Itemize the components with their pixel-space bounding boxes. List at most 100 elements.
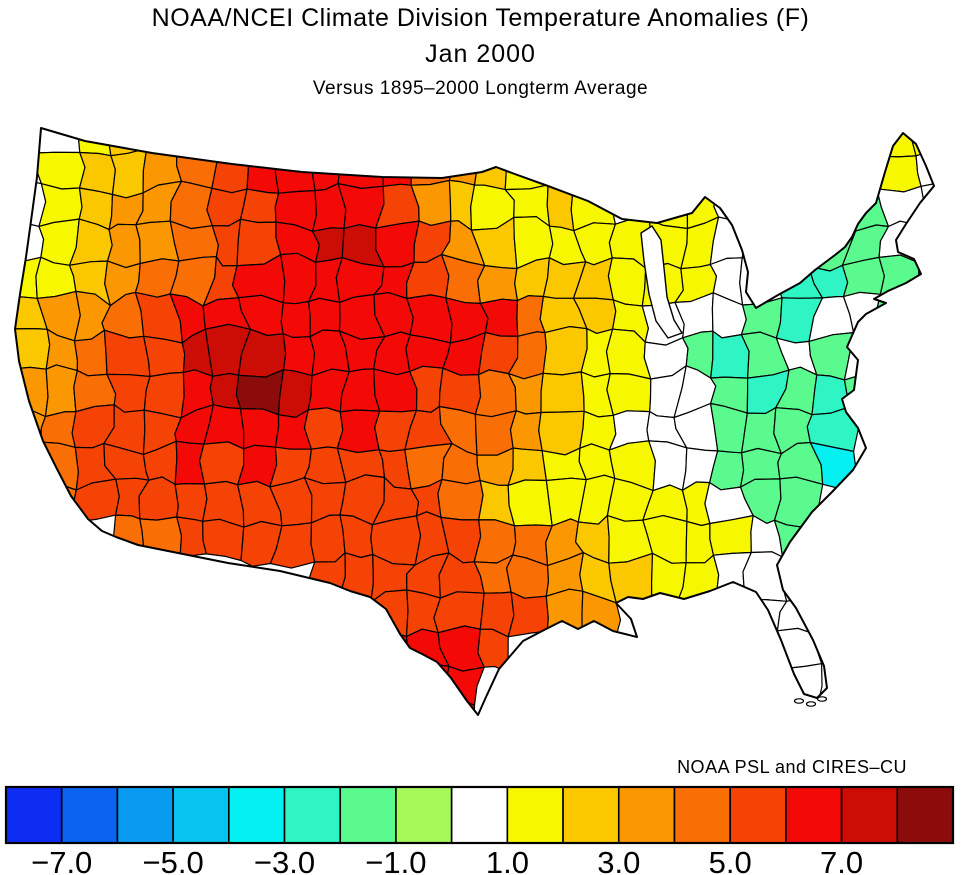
colorbar-tick-label: 7.0 — [820, 845, 863, 875]
map-division-cell — [743, 630, 782, 674]
map-division-cell — [375, 220, 420, 268]
map-division-cell — [875, 155, 922, 193]
map-division-cell — [272, 128, 319, 158]
map-division-cell — [146, 128, 180, 150]
map-division-cell — [15, 147, 43, 185]
map-division-cell — [110, 148, 148, 199]
baseline-note: Versus 1895–2000 Longterm Average — [312, 78, 649, 99]
map-division-cell — [237, 444, 278, 488]
map-division-cell — [44, 364, 78, 418]
map-division-cell — [35, 128, 81, 154]
colorbar: −7.0 −5.0 −3.0 −1.0 1.0 3.0 5.0 7.0 — [4, 785, 955, 875]
map-division-cell — [713, 179, 755, 221]
map-division-cell — [908, 128, 934, 157]
colorbar-tick-label: 3.0 — [597, 845, 640, 875]
colorbar-segment — [172, 786, 230, 844]
map-division-cell — [303, 407, 344, 450]
map-division-cell — [509, 410, 543, 452]
map-division-cell — [373, 368, 418, 413]
page-subtitle-date: Jan 2000 — [425, 40, 536, 68]
map-division-cell — [540, 371, 585, 414]
map-division-cell — [406, 128, 453, 150]
florida-keys-island — [816, 696, 828, 702]
map-division-cell — [336, 409, 381, 454]
colorbar-segment — [896, 786, 954, 844]
map-division-cell — [15, 179, 47, 227]
map-division-cell — [15, 366, 49, 418]
page-title: NOAA/NCEI Climate Division Temperature A… — [151, 4, 810, 32]
map-division-cell — [139, 516, 183, 559]
map-division-cell — [379, 147, 413, 187]
map-division-cell — [433, 591, 485, 634]
map-division-cell — [406, 144, 456, 186]
map-division-cell — [176, 516, 207, 559]
map-division-cell — [883, 128, 917, 158]
lake-michigan — [640, 225, 683, 339]
map-division-cell — [572, 151, 621, 194]
colorbar-tick-label: −7.0 — [31, 845, 92, 875]
map-division-cell — [472, 128, 520, 153]
colorbar-segment — [673, 786, 731, 844]
colorbar-tick-label: −3.0 — [254, 845, 315, 875]
colorbar-tick-label: 1.0 — [486, 845, 529, 875]
map-division-cell — [209, 128, 251, 148]
florida-keys-island — [805, 701, 817, 707]
map-division-cell — [143, 335, 186, 378]
climate-division-grid — [15, 128, 934, 715]
map-division-cell — [336, 128, 383, 150]
map-division-cell — [915, 254, 934, 307]
map-division-cell — [35, 441, 80, 491]
map-division-cell — [282, 333, 316, 377]
map-division-cell — [235, 369, 285, 416]
map-division-cell — [538, 410, 585, 456]
colorbar-segment — [729, 786, 787, 844]
title-block: NOAA/NCEI Climate Division Temperature A… — [0, 4, 961, 100]
us-border-outline — [14, 127, 935, 716]
map-division-cell — [78, 151, 117, 196]
map-division-cell — [209, 372, 242, 410]
florida-keys-island — [793, 698, 805, 704]
colorbar-segment — [228, 786, 286, 844]
map-division-cell — [773, 476, 824, 529]
map-division-cell — [779, 217, 815, 267]
map-division-cell — [280, 300, 311, 339]
map-division-cell — [38, 482, 77, 523]
map-division-cell — [606, 373, 652, 416]
map-division-cell — [15, 328, 51, 371]
map-division-cell — [337, 183, 385, 229]
colorbar-segment — [60, 786, 119, 844]
map-division-cell — [337, 143, 384, 189]
colorbar-tick-label: −1.0 — [365, 845, 426, 875]
colorbar-segment — [339, 786, 397, 844]
map-division-cell — [641, 152, 685, 191]
colorbar-segment — [562, 786, 620, 844]
colorbar-segment — [283, 786, 342, 844]
map-division-cell — [917, 182, 934, 231]
map-division-cell — [211, 143, 251, 194]
map-division-cell — [437, 478, 484, 521]
colorbar-segment — [450, 786, 509, 844]
map-division-cell — [713, 593, 754, 635]
map-division-cell — [239, 188, 280, 224]
map-division-cell — [477, 265, 519, 304]
map-division-cell — [540, 144, 578, 187]
map-division-cell — [103, 329, 151, 378]
map-division-cell — [607, 257, 647, 307]
map-division-cell — [435, 699, 483, 715]
colorbar-segment — [506, 786, 564, 844]
map-division-cell — [648, 440, 688, 492]
map-division-cell — [442, 665, 485, 706]
colorbar-segment — [116, 786, 174, 844]
map-division-cell — [76, 128, 113, 157]
map-division-cell — [241, 128, 283, 155]
map-division-cell — [474, 410, 517, 456]
map-division-cell — [15, 128, 40, 154]
map-division-cell — [337, 599, 384, 639]
map-division-cell — [773, 663, 823, 715]
map-division-cell — [812, 179, 857, 232]
map-division-cell — [540, 128, 581, 157]
map-division-cell — [579, 410, 617, 451]
colorbar-segment — [617, 786, 676, 844]
map-division-cell — [448, 144, 479, 186]
